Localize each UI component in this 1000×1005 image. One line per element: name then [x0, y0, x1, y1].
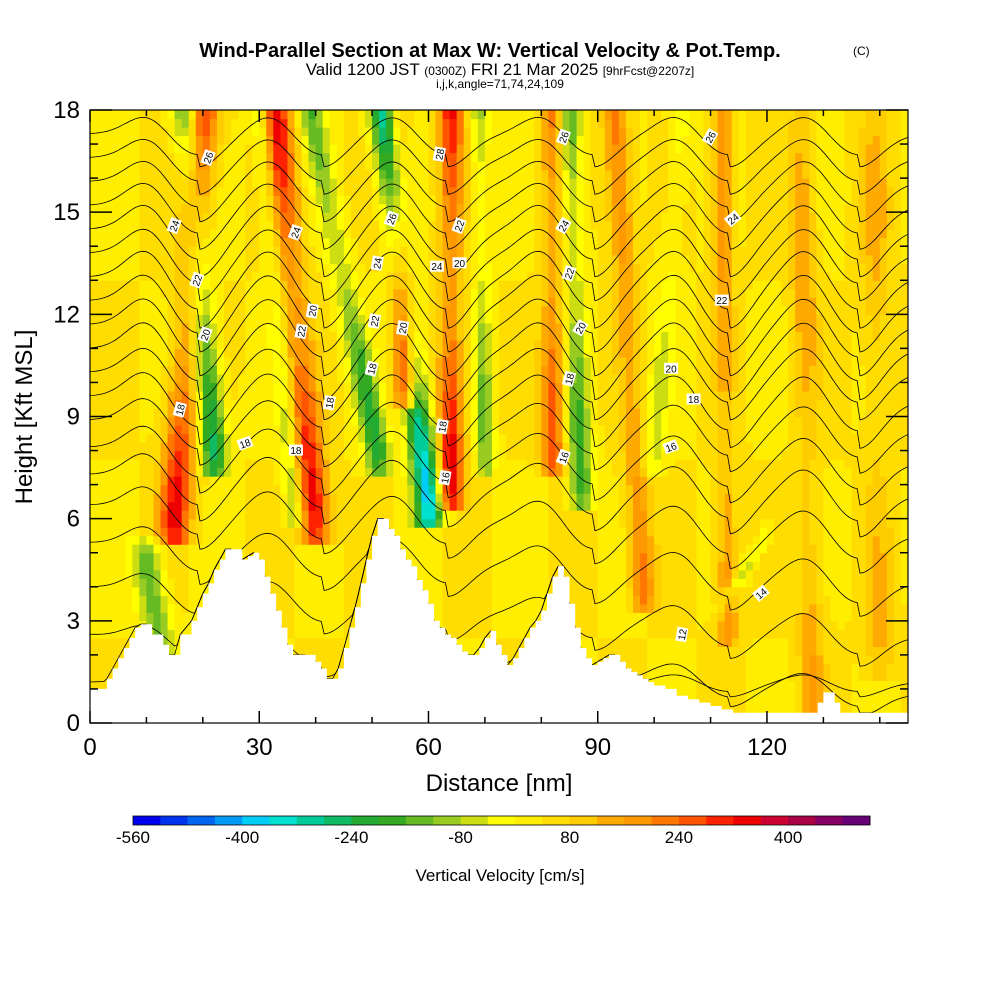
colorbar-swatch: [815, 816, 843, 825]
contour-label-text: 18: [290, 446, 302, 457]
chart-title-mark: (C): [853, 44, 870, 58]
x-tick-label: 30: [246, 734, 273, 761]
y-tick-labels: 0 3 6 9 12 15 18: [53, 97, 80, 737]
colorbar-tick-label: -560: [116, 828, 150, 847]
contour-label: 18: [323, 395, 338, 411]
colorbar-tick-label: 240: [665, 828, 693, 847]
y-tick-label: 18: [53, 97, 80, 124]
contour-label: 24: [430, 261, 444, 274]
y-axis-label: Height [Kft MSL]: [11, 330, 38, 505]
colorbar-swatch: [734, 816, 762, 825]
colorbar-swatch: [324, 816, 352, 825]
colorbar-swatch: [679, 816, 707, 825]
y-tick-label: 6: [67, 506, 80, 533]
colorbar-swatch: [488, 816, 516, 825]
y-tick-label: 15: [53, 199, 80, 226]
contour-label: 18: [435, 419, 450, 435]
contour-label: 16: [438, 470, 453, 486]
colorbar-swatch: [788, 816, 816, 825]
contour-label-text: 22: [716, 296, 728, 307]
chart-title: Wind-Parallel Section at Max W: Vertical…: [199, 40, 780, 62]
y-tick-label: 12: [53, 301, 80, 328]
contour-label: 20: [396, 320, 411, 336]
colorbar-swatch: [215, 816, 243, 825]
subtitle-fcst: [9hrFcst@2207z]: [603, 64, 695, 78]
contour-label: 28: [433, 146, 448, 162]
colorbar-swatch: [242, 816, 270, 825]
y-tick-label: 3: [67, 608, 80, 635]
colorbar-tick-label: 400: [774, 828, 802, 847]
colorbar-swatch: [160, 816, 188, 825]
x-tick-label: 0: [83, 734, 96, 761]
y-tick-label: 9: [67, 404, 80, 431]
colorbar-swatch: [188, 816, 216, 825]
subtitle-valid: Valid 1200 JST: [306, 60, 420, 79]
x-tick-label: 90: [584, 734, 611, 761]
colorbar-tick-labels: -560 -400 -240 -80 80 240 400: [116, 828, 802, 847]
contour-label: 24: [371, 255, 386, 271]
colorbar-tick-label: -240: [334, 828, 368, 847]
colorbar-swatch: [843, 816, 871, 825]
colorbar-swatch: [652, 816, 680, 825]
contour-label-text: 18: [688, 395, 700, 406]
contour-label: 22: [715, 295, 729, 308]
x-tick-labels: 0 30 60 90 120: [83, 734, 787, 761]
contour-label: 18: [289, 445, 303, 458]
colorbar-swatch: [597, 816, 625, 825]
colorbar-swatch: [133, 816, 161, 825]
y-tick-label: 0: [67, 710, 80, 737]
colorbar-swatch: [379, 816, 407, 825]
colorbar-swatch: [570, 816, 598, 825]
colorbar-title: Vertical Velocity [cm/s]: [415, 866, 584, 885]
colorbar-swatch: [542, 816, 570, 825]
colorbar-swatch: [624, 816, 652, 825]
colorbar-swatch: [706, 816, 734, 825]
x-tick-label: 120: [747, 734, 787, 761]
contour-label-text: 20: [666, 364, 678, 375]
contour-label: 22: [294, 323, 309, 339]
colorbar-swatch: [761, 816, 789, 825]
colorbar-swatch: [461, 816, 489, 825]
x-tick-label: 60: [415, 734, 442, 761]
colorbar-swatch: [297, 816, 325, 825]
subtitle-params: i,j,k,angle=71,74,24,109: [436, 77, 564, 91]
colorbar-swatch: [515, 816, 543, 825]
x-axis-label: Distance [nm]: [426, 770, 573, 797]
contour-label: 12: [675, 627, 690, 643]
colorbar-tick-label: -80: [448, 828, 473, 847]
contour-label: 20: [664, 363, 678, 376]
colorbar-swatch: [406, 816, 434, 825]
colorbar-tick-label: 80: [560, 828, 579, 847]
contour-label: 22: [368, 313, 383, 329]
contour-label: 18: [687, 394, 701, 407]
contour-label: 20: [306, 303, 321, 319]
contour-label-text: 20: [454, 259, 466, 270]
colorbar-swatch: [269, 816, 297, 825]
contour-label: 20: [453, 257, 467, 270]
colorbar-tick-label: -400: [225, 828, 259, 847]
colorbar-swatch: [433, 816, 461, 825]
contour-label-text: 24: [431, 262, 443, 273]
colorbar-swatch: [351, 816, 379, 825]
subtitle-utc: (0300Z): [424, 64, 466, 78]
colorbar: [133, 816, 871, 825]
